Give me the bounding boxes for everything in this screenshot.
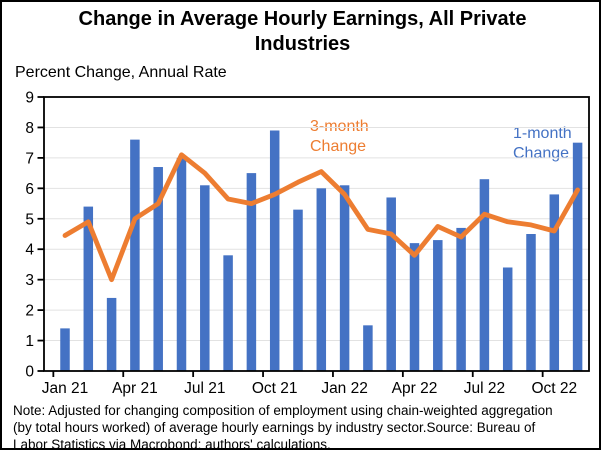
x-tick-label: Apr 22 <box>392 380 438 397</box>
y-tick-label: 4 <box>25 242 34 259</box>
bar-sep-21 <box>246 173 257 371</box>
bar-jun-21 <box>176 157 187 371</box>
y-tick-label: 2 <box>25 303 34 320</box>
bar-oct-21 <box>269 130 280 371</box>
one-month-bars <box>60 130 583 371</box>
x-axis-labels: Jan 21 Apr 21 Jul 21 Oct 21 Jan 22 Apr 22 Jul … <box>42 371 577 397</box>
bar-nov-21 <box>293 209 303 371</box>
y-tick-label: 9 <box>25 90 34 107</box>
bar-may-21 <box>153 167 163 371</box>
y-tick-label: 1 <box>25 333 34 350</box>
bar-dec-21 <box>316 188 327 371</box>
legend-3-month-change: 3-month Change <box>310 118 369 155</box>
bar-mar-21 <box>106 297 117 371</box>
bar-jun-22 <box>456 227 466 371</box>
y-tick-label: 7 <box>25 150 34 167</box>
bar-aug-22 <box>502 267 513 371</box>
y-tick-label: 6 <box>25 181 34 198</box>
chart-title: Change in Average Hourly Earnings, All P… <box>78 8 527 55</box>
x-tick-label: Jan 22 <box>321 380 368 397</box>
x-tick-label: Oct 22 <box>531 380 577 397</box>
x-tick-label: Oct 21 <box>252 380 298 397</box>
y-tick-label: 8 <box>25 120 34 137</box>
y-axis-title: Percent Change, Annual Rate <box>15 64 227 81</box>
bar-jan-21 <box>60 328 70 371</box>
bar-may-22 <box>433 240 443 371</box>
y-axis-labels: 0 1 2 3 4 5 6 7 8 9 <box>25 90 44 381</box>
bar-feb-21 <box>83 206 94 371</box>
source-note: Note: Adjusted for changing composition … <box>13 403 553 450</box>
bar-nov-22 <box>572 142 583 371</box>
bar-mar-22 <box>386 197 396 371</box>
bar-sep-22 <box>526 234 536 371</box>
bar-apr-21 <box>130 139 140 371</box>
bar-oct-22 <box>549 194 560 371</box>
x-tick-label: Jul 21 <box>184 380 225 397</box>
bar-jul-21 <box>200 185 210 371</box>
bar-feb-22 <box>363 325 373 371</box>
plot-border <box>43 96 590 372</box>
bar-aug-21 <box>223 255 233 371</box>
bar-jan-22 <box>339 185 350 371</box>
x-tick-label: Jan 21 <box>42 380 89 397</box>
y-tick-label: 0 <box>25 364 34 381</box>
x-tick-label: Jul 22 <box>464 380 505 397</box>
three-month-line <box>62 152 580 283</box>
bar-jul-22 <box>479 179 490 371</box>
y-tick-label: 3 <box>25 272 34 289</box>
x-tick-label: Apr 21 <box>112 380 158 397</box>
y-tick-label: 5 <box>25 211 34 228</box>
bar-apr-22 <box>409 243 420 371</box>
